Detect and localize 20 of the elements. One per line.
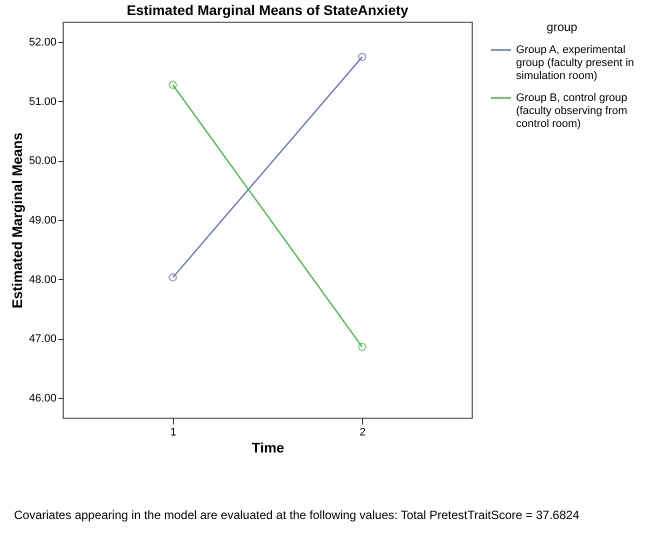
legend-label: Group B, control group (faculty observing from control room)	[516, 92, 628, 130]
y-tick-label: 50.00	[28, 155, 56, 168]
y-axis-title: Estimated Marginal Means	[8, 132, 25, 308]
text: Covariates appearing in the model are evaluated at the following values: Total PretestTraitScore = 37.6824	[14, 508, 580, 522]
y-tick-label: 48.00	[28, 274, 56, 286]
point	[168, 80, 177, 89]
point	[358, 52, 366, 62]
x-tick-label: 2	[360, 426, 366, 438]
y-tick-label: 49.00	[28, 214, 56, 226]
x-tick-label: 1	[170, 426, 176, 438]
x-axis-title: Time	[252, 440, 284, 456]
y-tick-label: 47.00	[28, 333, 56, 346]
legend-title: group	[546, 20, 578, 34]
y-tick-label: 46.00	[28, 392, 56, 404]
chart-title: Estimated Marginal Means of StateAnxiety	[126, 2, 409, 18]
y-tick-label: 51.00	[28, 96, 56, 108]
y-tick-label: 52.00	[28, 36, 56, 49]
legend-label: Group A, experimental group (faculty present in simulation room)	[516, 44, 634, 82]
point	[168, 273, 177, 282]
point	[358, 342, 366, 351]
